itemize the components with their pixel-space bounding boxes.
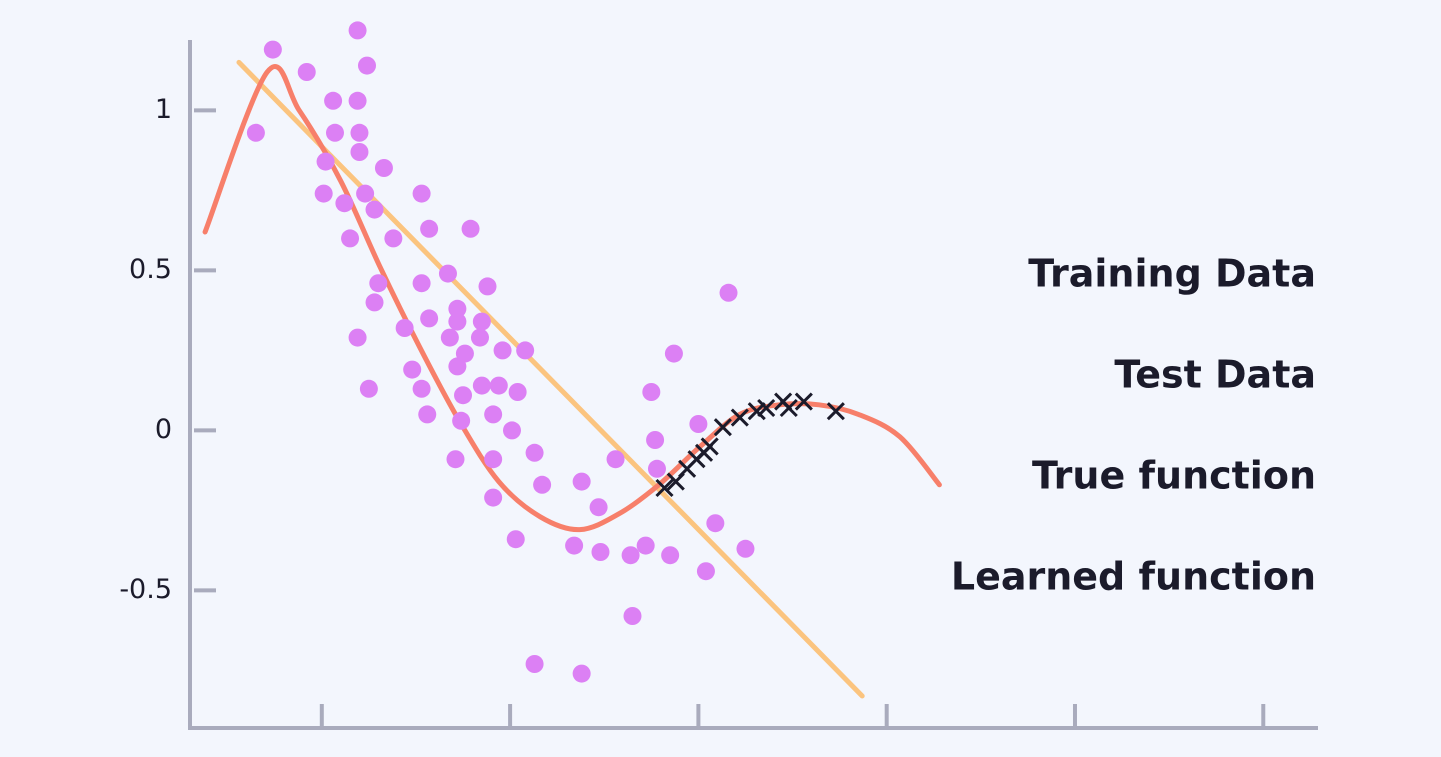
training-point [359,379,378,398]
training-point [384,229,403,248]
training-point [348,91,367,110]
legend-label: Training Data [1028,252,1316,296]
test-point [779,398,798,418]
training-point [395,319,414,337]
line-series [202,63,942,533]
training-point [357,56,376,75]
training-point [448,312,467,331]
training-point [502,421,521,440]
training-point [706,514,725,533]
training-point [621,546,640,565]
training-point [489,376,508,395]
y-tick-label: 0.5 [129,254,172,285]
test-point [713,418,732,437]
training-point [461,219,480,238]
training-point [297,63,316,81]
training-point [736,539,755,558]
training-point [642,383,661,401]
test-point [826,402,845,421]
training-point [661,546,680,565]
training-point [591,543,610,561]
training-point [412,274,431,293]
training-point [438,264,457,283]
training-point [472,376,491,395]
training-point [696,562,715,581]
training-point [647,459,666,478]
legend-label: Test Data [1114,353,1316,397]
test-point [700,437,719,456]
training-point [525,443,544,462]
test-point [794,392,813,411]
test-point [655,478,674,498]
training-point [365,200,384,219]
legend-label: Learned function [951,555,1316,599]
training-point [420,219,439,238]
training-point [446,450,465,469]
training-point [448,299,467,318]
training-point [348,21,367,40]
training-point [623,607,642,625]
legend-label: True function [1032,454,1316,498]
training-point [365,293,384,312]
training-point [348,328,367,347]
training-point [589,498,608,517]
training-point [470,328,489,347]
line-series [236,59,865,699]
training-point [374,159,393,177]
training-point [493,341,512,360]
training-point [572,664,591,683]
training-point [440,328,459,347]
training-point [418,405,437,424]
y-tick-label: -0.5 [119,574,172,605]
test-point [757,398,776,418]
training-point [350,123,369,142]
training-point [452,411,471,430]
training-point [314,184,333,203]
training-point [484,405,503,424]
training-point [412,379,431,398]
training-point [324,91,343,110]
training-point [664,344,683,363]
training-point [335,194,354,213]
training-point [478,277,497,296]
training-point [606,450,625,469]
training-point [525,655,544,673]
training-point [516,341,535,360]
training-point [341,229,360,248]
training-point [246,123,265,142]
test-point [730,408,749,427]
training-point [448,357,467,376]
training-point [533,475,552,494]
training-point [636,536,655,555]
training-point [719,283,738,302]
training-point [472,312,491,331]
training-point [565,536,584,555]
y-tick-label: 1 [155,94,172,125]
training-point [508,383,527,401]
training-point [454,386,473,405]
plot-area [202,21,942,699]
training-point [350,143,369,161]
training-point [403,360,422,379]
training-point [325,123,344,142]
training-point [420,309,439,328]
training-point [369,274,388,293]
training-point [506,530,525,549]
training-point [689,415,708,433]
training-point [263,40,282,59]
training-point [572,472,591,491]
training-point [484,450,503,469]
training-point [646,431,665,449]
training-point [412,184,431,203]
y-tick-label: 0 [155,414,172,445]
training-point [484,488,503,507]
training-point [356,184,375,203]
training-point [316,152,335,171]
